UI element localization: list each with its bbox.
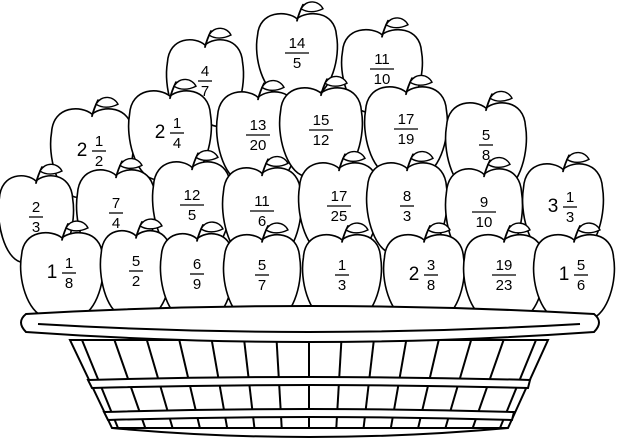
- leaf-icon: [507, 222, 531, 234]
- numerator: 6: [193, 256, 201, 273]
- numerator: 5: [577, 257, 585, 274]
- leaf-icon: [409, 74, 433, 86]
- numerator: 1: [65, 255, 73, 272]
- denominator: 3: [566, 209, 574, 226]
- basket-rim-inner: [37, 323, 581, 333]
- apple-icon: [19, 231, 105, 319]
- numerator: 5: [482, 127, 490, 144]
- whole-number: 1: [47, 262, 58, 283]
- numerator: 15: [313, 112, 330, 129]
- denominator: 4: [173, 135, 181, 152]
- basket-rim: [20, 305, 600, 343]
- leaf-icon: [345, 222, 369, 234]
- denominator: 5: [188, 207, 196, 224]
- denominator: 25: [331, 208, 348, 225]
- denominator: 20: [250, 137, 267, 154]
- denominator: 7: [201, 83, 209, 100]
- leaf-icon: [119, 157, 143, 170]
- denominator: 10: [374, 71, 391, 88]
- denominator: 23: [496, 277, 513, 294]
- denominator: 8: [427, 277, 435, 294]
- leaf-icon: [139, 218, 163, 230]
- whole-number: 3: [548, 196, 559, 217]
- denominator: 2: [95, 153, 103, 170]
- numerator: 19: [496, 257, 513, 274]
- apple-19: 52: [99, 218, 173, 317]
- leaf-icon: [566, 151, 590, 164]
- numerator: 11: [374, 51, 390, 68]
- numerator: 14: [289, 35, 306, 52]
- numerator: 2: [32, 199, 40, 216]
- numerator: 1: [566, 189, 574, 206]
- numerator: 11: [254, 193, 270, 210]
- numerator: 12: [184, 187, 201, 204]
- apple-5: 2 1 4: [127, 78, 213, 181]
- denominator: 3: [338, 277, 346, 294]
- numerator: 1: [173, 115, 181, 132]
- basket-band: [86, 376, 532, 390]
- leaf-icon: [300, 1, 324, 13]
- leaf-icon: [385, 17, 409, 29]
- whole-number: 1: [559, 264, 570, 285]
- denominator: 3: [403, 208, 411, 225]
- basket-band: [102, 408, 516, 422]
- denominator: 4: [112, 215, 120, 232]
- whole-number: 2: [77, 140, 88, 161]
- leaf-icon: [265, 155, 289, 168]
- whole-number: 2: [409, 264, 420, 285]
- whole-number: 2: [155, 122, 166, 143]
- denominator: 3: [32, 219, 40, 236]
- numerator: 17: [331, 188, 348, 205]
- numerator: 13: [250, 117, 267, 134]
- numerator: 8: [403, 188, 411, 205]
- numerator: 17: [398, 111, 415, 128]
- leaf-icon: [324, 75, 348, 87]
- denominator: 12: [313, 132, 330, 149]
- basket-icon: [20, 305, 600, 438]
- denominator: 7: [258, 277, 266, 294]
- denominator: 8: [482, 147, 490, 164]
- leaf-icon: [342, 150, 366, 163]
- numerator: 7: [112, 195, 120, 212]
- numerator: 9: [480, 194, 488, 211]
- leaf-icon: [200, 221, 224, 233]
- apple-16: 910: [444, 156, 524, 261]
- numerator: 1: [338, 257, 346, 274]
- leaf-icon: [577, 222, 601, 234]
- leaf-icon: [427, 222, 451, 234]
- denominator: 10: [476, 214, 493, 231]
- numerator: 5: [132, 253, 140, 270]
- apple-icon: [532, 233, 616, 321]
- denominator: 19: [398, 131, 415, 148]
- numerator: 1: [95, 133, 103, 150]
- leaf-icon: [265, 222, 289, 234]
- apple-23: 2 3 8: [382, 222, 466, 321]
- basket-base: [111, 427, 509, 438]
- denominator: 2: [132, 273, 140, 290]
- denominator: 9: [193, 276, 201, 293]
- leaf-icon: [489, 90, 513, 102]
- leaf-icon: [261, 79, 285, 92]
- leaf-icon: [208, 27, 232, 39]
- denominator: 6: [577, 277, 585, 294]
- leaf-icon: [65, 220, 89, 232]
- numerator: 3: [427, 257, 435, 274]
- numerator: 5: [258, 257, 266, 274]
- leaf-icon: [173, 78, 197, 90]
- denominator: 8: [65, 275, 73, 292]
- leaf-icon: [410, 150, 434, 163]
- leaf-icon: [195, 149, 219, 162]
- leaf-icon: [39, 163, 63, 175]
- leaf-icon: [487, 156, 511, 169]
- leaf-icon: [95, 96, 119, 108]
- numerator: 4: [201, 63, 209, 80]
- denominator: 6: [258, 213, 266, 230]
- denominator: 5: [293, 55, 301, 72]
